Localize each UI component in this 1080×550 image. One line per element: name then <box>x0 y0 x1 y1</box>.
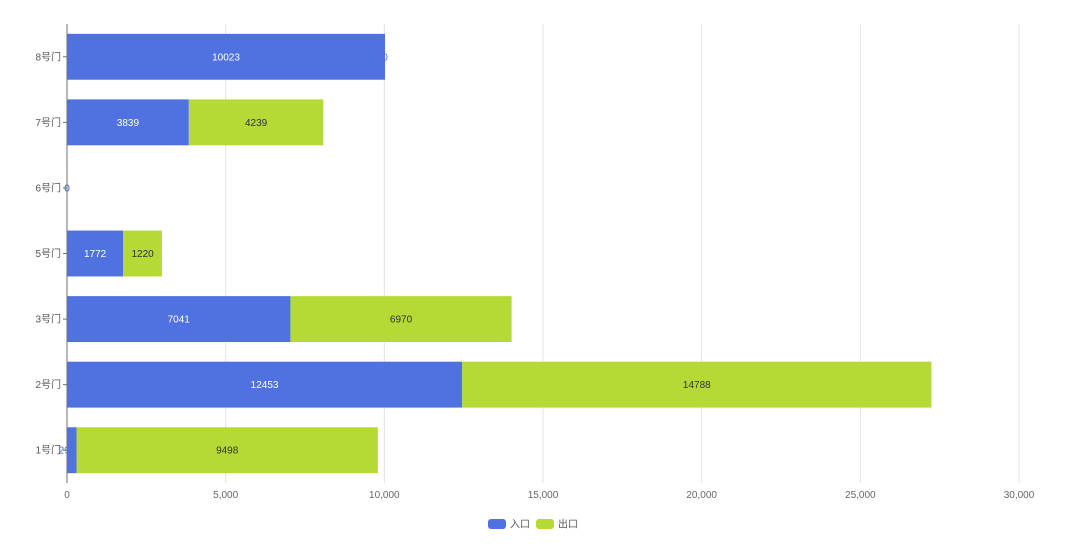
bars <box>67 33 932 474</box>
bar-segment[interactable] <box>67 361 463 408</box>
category-label: 1号门 <box>35 444 61 457</box>
bar-value-label: 0 <box>382 52 388 63</box>
bar-value-label: 7041 <box>168 315 191 326</box>
bar-value-label: 9498 <box>216 446 239 457</box>
category-label: 7号门 <box>35 116 61 129</box>
bar-value-label: 14788 <box>683 380 711 391</box>
x-tick-label: 30,000 <box>1004 490 1035 501</box>
gridlines <box>225 24 1020 483</box>
category-label: 3号门 <box>35 313 61 326</box>
bar-segment[interactable] <box>67 296 291 343</box>
bar-segment[interactable] <box>462 361 932 408</box>
legend-swatch[interactable] <box>488 519 506 529</box>
bar-value-label: 1772 <box>84 249 107 260</box>
category-label: 2号门 <box>35 378 61 391</box>
legend[interactable]: 入口 出口 <box>488 518 578 531</box>
bar-segment[interactable] <box>67 33 386 80</box>
bar-value-label: 12453 <box>251 380 279 391</box>
x-tick-label: 25,000 <box>845 490 876 501</box>
bar-segment[interactable] <box>67 230 124 277</box>
category-label: 5号门 <box>35 247 61 260</box>
x-tick-label: 5,000 <box>213 490 238 501</box>
legend-swatch[interactable] <box>536 519 554 529</box>
bar-segment[interactable] <box>123 230 162 277</box>
bar-segment[interactable] <box>76 427 378 474</box>
category-label: 6号门 <box>35 181 61 194</box>
x-tick-label: 0 <box>64 490 70 501</box>
bar-value-label: 6970 <box>390 315 413 326</box>
bar-value-label: 1220 <box>131 249 154 260</box>
bar-value-label: 10023 <box>212 52 240 63</box>
legend-label[interactable]: 入口 <box>510 520 530 531</box>
bar-segment[interactable] <box>67 99 189 146</box>
bar-value-label: 3839 <box>117 118 140 129</box>
bar-segment[interactable] <box>290 296 512 343</box>
x-tick-label: 15,000 <box>528 490 559 501</box>
bar-segment[interactable] <box>188 99 324 146</box>
legend-label[interactable]: 出口 <box>558 518 578 531</box>
x-tick-label: 20,000 <box>686 490 717 501</box>
category-label: 8号门 <box>35 50 61 63</box>
bar-value-label: 4239 <box>245 118 268 129</box>
bar-segment[interactable] <box>67 427 77 474</box>
x-tick-label: 10,000 <box>369 490 400 501</box>
axes: 0 5,000 10,000 15,000 20,000 25,000 30,000 8号门 7… <box>35 24 1035 501</box>
